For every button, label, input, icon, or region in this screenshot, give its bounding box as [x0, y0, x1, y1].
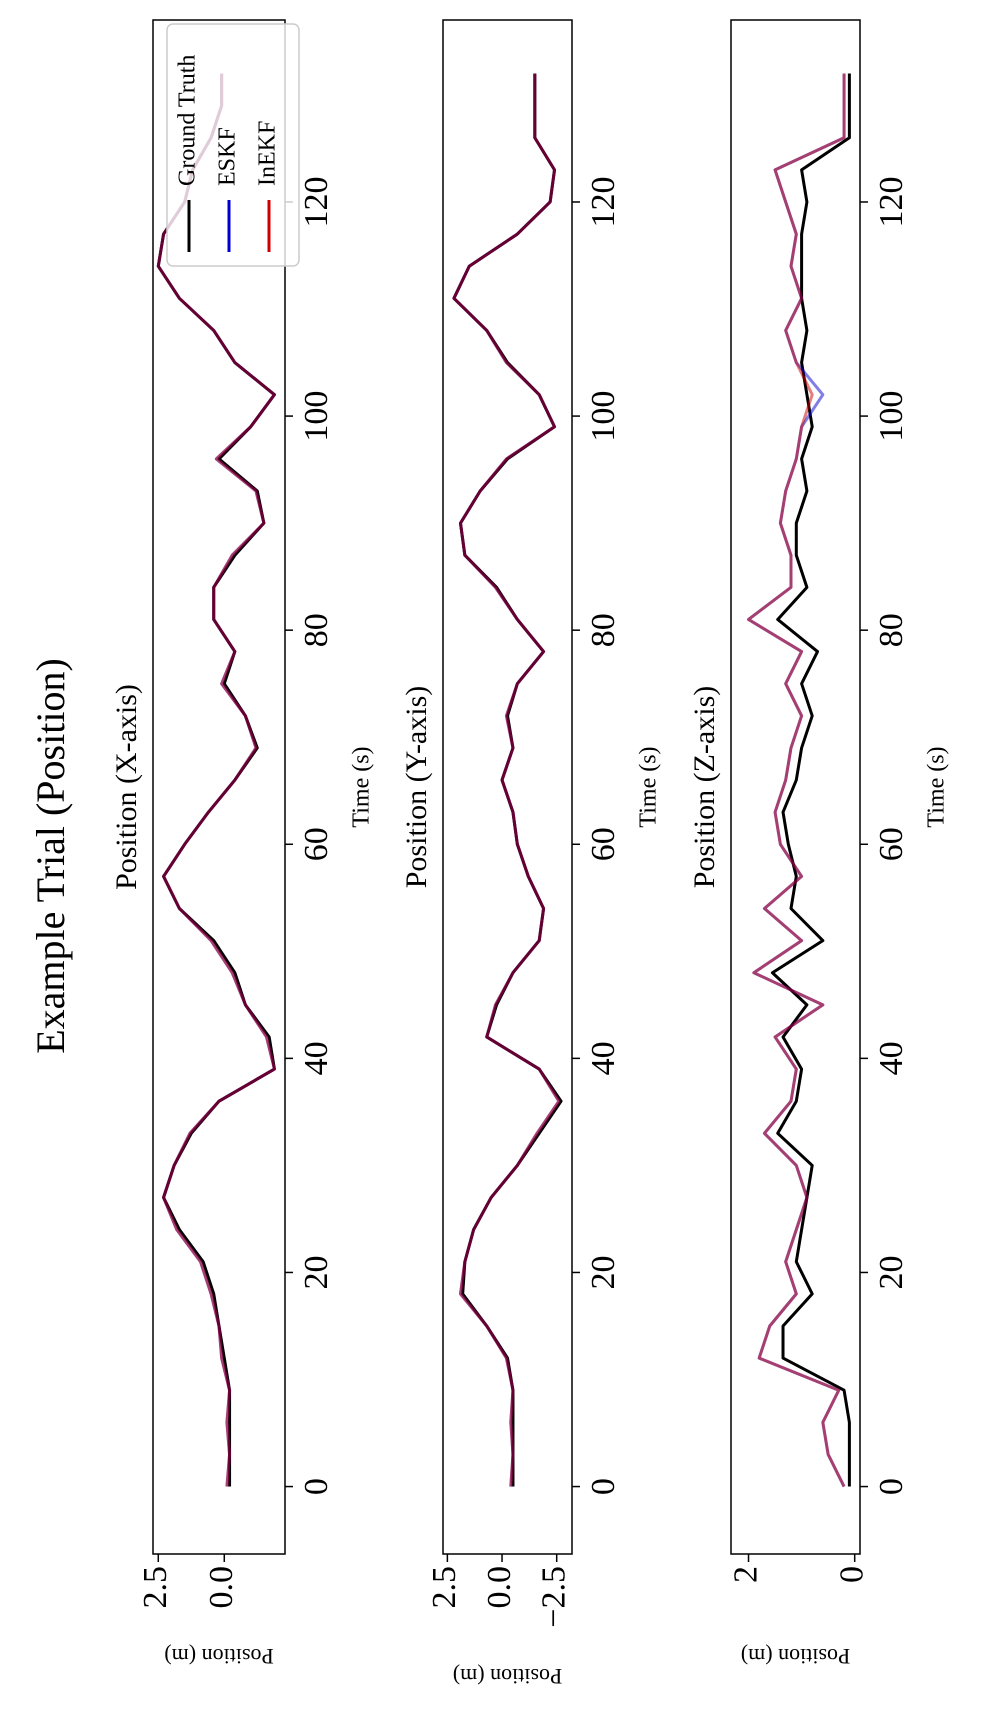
- x-tick-label: 100: [585, 391, 622, 442]
- y-axis-label: Position (m): [453, 1664, 562, 1689]
- series-line: [156, 73, 276, 1487]
- axes-frame: [730, 19, 861, 1555]
- y-tick-label: 0.0: [203, 1566, 240, 1609]
- x-tick-label: 60: [585, 827, 622, 861]
- y-tick-label: 2.5: [137, 1566, 174, 1609]
- x-axis-label: Time (s): [349, 746, 375, 827]
- x-tick-label: 80: [298, 613, 335, 647]
- series-line: [156, 73, 276, 1487]
- y-axis-label: Position (m): [741, 1644, 850, 1669]
- figure-title: Example Trial (Position): [28, 658, 73, 1054]
- legend-label: Ground Truth: [175, 55, 201, 186]
- legend-label: ESKF: [215, 127, 241, 186]
- x-tick-label: 120: [298, 176, 335, 227]
- x-tick-label: 0: [298, 1478, 335, 1495]
- series-line: [770, 73, 851, 1487]
- series-line: [156, 73, 276, 1487]
- x-tick-label: 120: [585, 176, 622, 227]
- x-tick-label: 20: [585, 1255, 622, 1289]
- x-tick-label: 80: [873, 613, 910, 647]
- y-tick-label: 0.0: [481, 1566, 518, 1609]
- x-tick-label: 40: [873, 1041, 910, 1075]
- x-tick-label: 100: [873, 391, 910, 442]
- x-tick-label: 100: [298, 391, 335, 442]
- plot-area: [747, 73, 851, 1488]
- x-tick-label: 20: [298, 1255, 335, 1289]
- series-line: [452, 73, 561, 1487]
- x-tick-label: 40: [585, 1041, 622, 1075]
- x-tick-label: 60: [873, 827, 910, 861]
- x-axis-label: Time (s): [636, 746, 662, 827]
- y-tick-label: 2.5: [426, 1566, 463, 1609]
- x-tick-label: 60: [298, 827, 335, 861]
- x-tick-label: 40: [298, 1041, 335, 1075]
- series-line: [452, 73, 561, 1487]
- x-tick-label: 0: [873, 1478, 910, 1495]
- y-tick-label: 2: [727, 1566, 764, 1583]
- x-tick-label: 80: [585, 613, 622, 647]
- plot-area: [452, 73, 563, 1487]
- legend-label: InEKF: [255, 121, 281, 186]
- plot-area: [156, 73, 276, 1487]
- x-tick-label: 120: [873, 176, 910, 227]
- rotated-figure: Example Trial (Position) Position (X-axi…: [28, 19, 950, 1689]
- y-tick-label: −2.5: [535, 1566, 572, 1628]
- axes-frame: [442, 19, 573, 1555]
- series-line: [452, 73, 563, 1487]
- series-line: [747, 73, 846, 1488]
- panel-title: Position (Z-axis): [688, 686, 721, 889]
- panel-title: Position (Y-axis): [400, 686, 433, 889]
- x-axis-label: Time (s): [924, 746, 950, 827]
- panel-title: Position (X-axis): [110, 684, 143, 890]
- x-tick-label: 0: [585, 1478, 622, 1495]
- axes-frame: [152, 19, 286, 1555]
- y-axis-label: Position (m): [164, 1644, 273, 1669]
- legend-box: [166, 23, 300, 267]
- x-tick-label: 20: [873, 1255, 910, 1289]
- y-tick-label: 0: [833, 1566, 870, 1583]
